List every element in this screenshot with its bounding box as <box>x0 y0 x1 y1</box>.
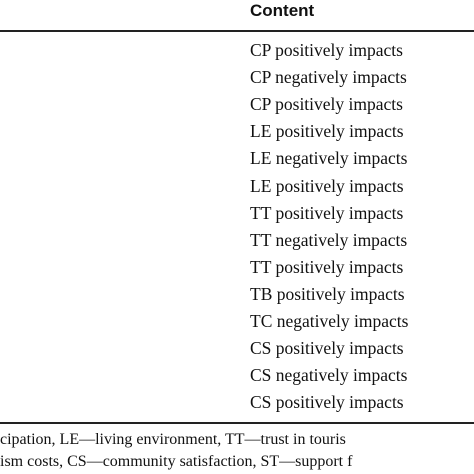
table-cell: TT negatively impacts <box>250 229 408 250</box>
table-cell: LE negatively impacts <box>250 148 408 169</box>
table-cell: TT positively impacts <box>250 256 404 277</box>
table-cell: CP negatively impacts <box>250 67 407 88</box>
table-cell: CS positively impacts <box>250 338 404 359</box>
header-rule <box>0 30 474 32</box>
footnote-line: cipation, LE—living environment, TT—trus… <box>0 431 346 448</box>
column-header: Content <box>250 1 315 20</box>
table-cell: CP positively impacts <box>250 40 403 60</box>
table-cell: TB positively impacts <box>250 283 405 304</box>
table-cell: LE positively impacts <box>250 121 404 142</box>
table-cell: TC negatively impacts <box>250 311 409 331</box>
footnote-line: ism costs, CS—community satisfaction, ST… <box>0 453 353 470</box>
table-cell: CS negatively impacts <box>250 365 408 386</box>
table-cell: CP positively impacts <box>250 94 403 115</box>
table-cell: TT positively impacts <box>250 202 404 223</box>
table-cell: LE positively impacts <box>250 175 404 196</box>
table-cell: CS positively impacts <box>250 392 404 413</box>
bottom-rule <box>0 422 474 424</box>
